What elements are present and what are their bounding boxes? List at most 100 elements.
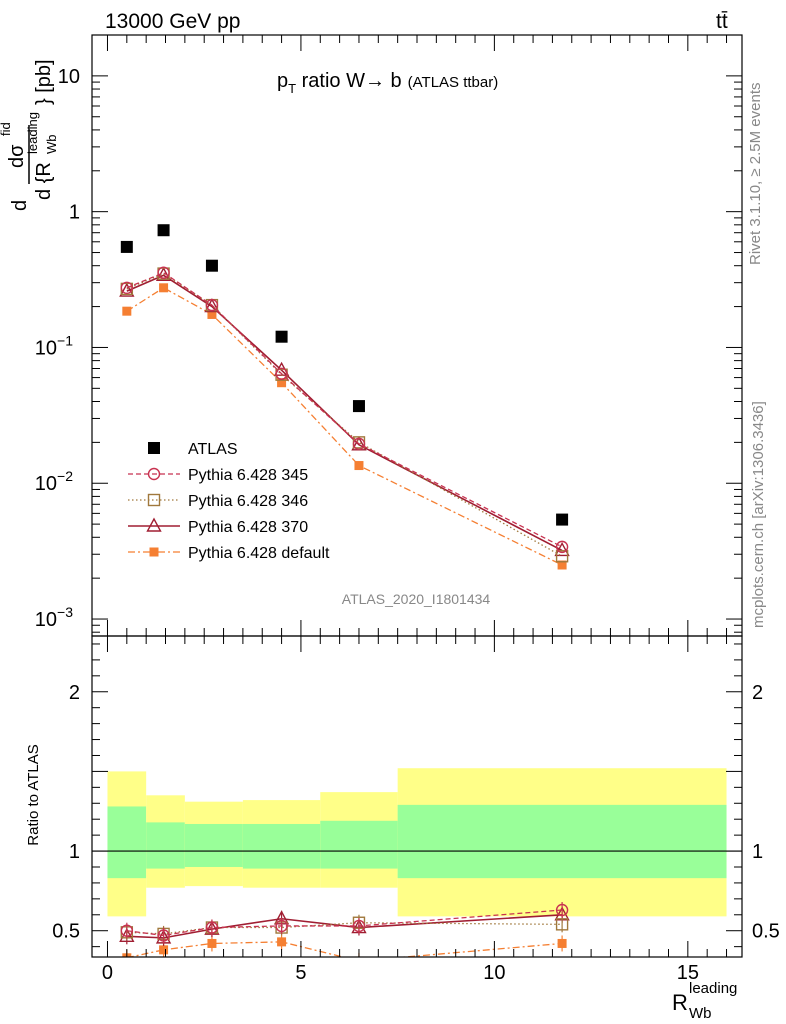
legend-entry: ATLAS [148,441,238,458]
svg-text:Wb: Wb [44,135,59,155]
legend-label: Pythia 6.428 370 [188,519,308,536]
ratio-plot-marks [119,902,570,957]
inner-band-bin [107,806,147,879]
x-tick-label: 10 [483,962,505,984]
ratio-point [157,929,170,942]
legend-entry: Pythia 6.428 345 [128,467,308,484]
legend-marker [147,467,161,481]
ratio-y-tick-label-right: 1 [752,841,763,863]
data-point [554,541,570,557]
ratio-y-tick-label-left: 1 [69,841,80,863]
series-line [126,272,563,548]
svg-text:d {R: d {R [33,162,55,200]
y-tick-label: 10−2 [35,468,73,495]
ratio-series-pythia-6-428-345 [120,902,569,944]
data-point [275,330,288,343]
data-point [275,367,288,380]
analysis-watermark: ATLAS_2020_I1801434 [342,591,491,607]
process-label: tt̄ [716,10,728,33]
y-tick-label: 10−3 [35,604,73,631]
ratio-point [159,945,169,955]
data-point [205,298,219,312]
ratio-line [127,941,563,957]
inner-band-bin [320,820,398,869]
rivet-version-label: Rivet 3.1.10, ≥ 2.5M events [747,83,764,266]
svg-text:dσ: dσ [6,144,28,168]
data-point [354,461,364,471]
inner-band-bin [242,823,321,869]
y-tick-label: 10−1 [35,332,73,359]
main-y-axis-label: d dσ fid d {R Wb leading } [pb] [0,59,59,211]
ratio-point [555,903,569,917]
data-point [157,224,170,237]
series-pythia-6-428-345 [120,266,569,554]
y-tick-label: 10 [58,66,80,88]
legend-label: Pythia 6.428 346 [188,493,308,510]
data-point [157,266,170,279]
x-tick-label: 5 [295,962,306,984]
inner-band-bin [184,823,243,867]
svg-text:leading: leading [689,980,737,997]
mcplots-label: mcplots.cern.ch [arXiv:1306.3436] [750,401,767,628]
legend-entry: Pythia 6.428 default [128,545,330,562]
y-tick-label: 1 [69,202,80,224]
ratio-y-tick-label-right: 0.5 [752,921,780,943]
svg-text:d: d [9,200,31,211]
data-point [204,298,220,313]
axes: 10 1 10−1 10−2 10−3 0 5 10 15 0.5 0.5 1 1 2 2 [35,34,780,984]
ratio-point [352,919,366,933]
svg-text:fid: fid [0,122,13,136]
data-point [207,309,217,319]
data-point [557,560,567,570]
legend-entry: Pythia 6.428 370 [128,517,308,536]
series-pythia-6-428-370 [119,266,570,557]
legend-label: Pythia 6.428 default [188,545,330,562]
legend-label: ATLAS [188,441,238,458]
series-atlas [120,224,569,526]
series-line [126,272,563,557]
energy-label: 13000 GeV pp [105,10,240,33]
data-point [352,437,366,451]
data-point [119,282,135,297]
data-point [120,240,133,253]
svg-text:} [pb]: } [pb] [33,59,55,105]
ratio-y-tick-label-right: 2 [752,682,763,704]
x-axis-label: R Wb leading [672,980,737,1022]
series-pythia-6-428-default [122,283,567,570]
data-point [555,550,569,563]
legend-marker [148,442,160,454]
legend-label: Pythia 6.428 345 [188,467,308,484]
data-point [556,513,569,526]
data-point [352,400,365,413]
svg-text:leading: leading [25,112,40,154]
ratio-point [120,924,134,937]
legend-entry: Pythia 6.428 346 [128,493,308,510]
legend-marker [146,517,162,532]
legend-marker [149,547,159,557]
x-tick-label: 15 [677,962,699,984]
data-point [120,281,134,294]
data-point [277,378,287,388]
series-line [126,287,563,566]
ratio-y-axis-label: Ratio to ATLAS [25,744,42,845]
svg-text:R: R [672,990,688,1015]
legend-marker [147,493,161,507]
x-tick-label: 0 [102,962,113,984]
ratio-point [354,956,364,957]
ratio-y-tick-label-left: 0.5 [52,921,80,943]
data-point [122,306,132,316]
ratio-point [275,919,288,933]
ratio-point [207,938,217,948]
ratio-point [277,937,287,947]
inner-band-bin [397,804,727,879]
inner-band-bin [146,822,185,869]
ratio-point [557,938,567,948]
data-point [159,283,169,293]
ratio-bands [92,768,742,917]
svg-text:Wb: Wb [689,1005,712,1022]
ratio-point [205,921,219,934]
main-plot-marks [119,224,570,570]
main-plot-title: pT ratio W→ b (ATLAS ttbar) [277,70,498,96]
ratio-point [555,918,569,931]
